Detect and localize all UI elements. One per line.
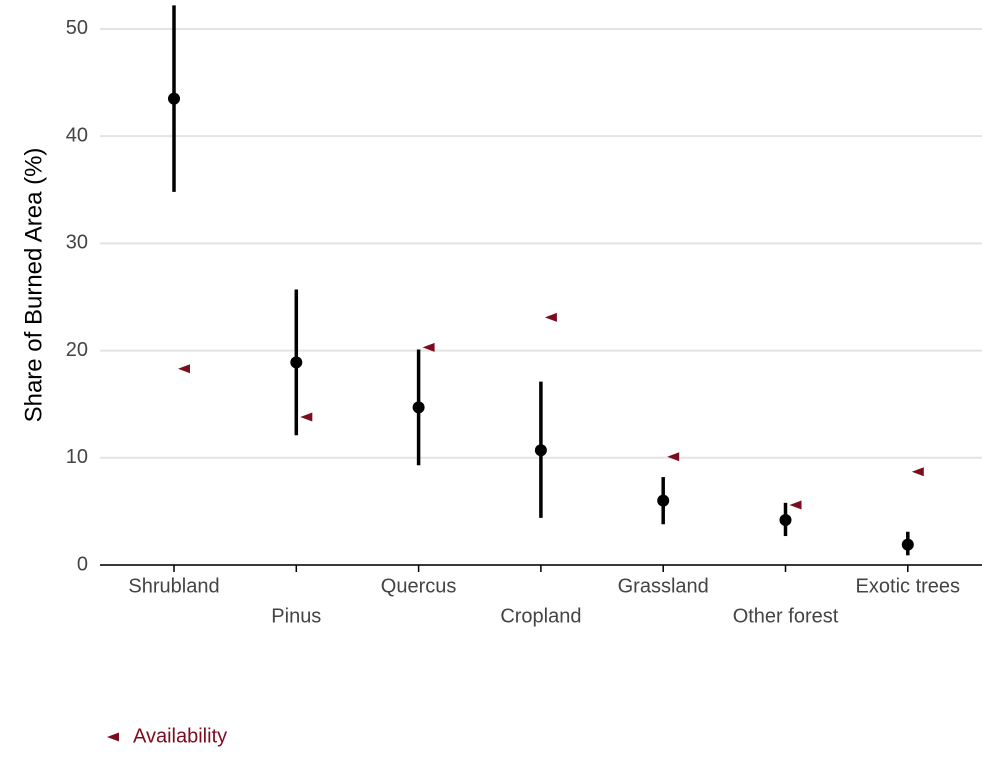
x-tick-label: Quercus bbox=[381, 575, 457, 597]
x-tick-label: Grassland bbox=[618, 575, 709, 597]
availability-marker bbox=[667, 452, 680, 462]
availability-marker bbox=[422, 342, 435, 352]
y-tick-label: 30 bbox=[66, 232, 88, 254]
x-tick-label: Cropland bbox=[500, 605, 581, 627]
point bbox=[290, 356, 303, 369]
y-axis-label: Share of Burned Area (%) bbox=[20, 148, 47, 423]
availability-marker bbox=[178, 364, 190, 374]
point bbox=[657, 494, 670, 507]
y-tick-label: 0 bbox=[77, 553, 88, 575]
x-tick-label: Other forest bbox=[733, 605, 839, 627]
y-tick-label: 50 bbox=[66, 17, 88, 39]
x-tick-label: Shrubland bbox=[128, 575, 219, 597]
point bbox=[779, 513, 792, 526]
y-tick-label: 20 bbox=[66, 339, 88, 361]
availability-marker bbox=[300, 412, 313, 422]
y-tick-label: 10 bbox=[66, 446, 88, 468]
legend-marker bbox=[107, 732, 119, 742]
x-tick-label: Exotic trees bbox=[856, 575, 960, 597]
point bbox=[168, 92, 180, 105]
x-tick-label: Pinus bbox=[271, 605, 321, 627]
point bbox=[534, 444, 547, 457]
y-tick-label: 40 bbox=[66, 124, 88, 146]
availability-marker bbox=[911, 467, 924, 477]
point bbox=[412, 401, 425, 414]
point bbox=[901, 538, 914, 551]
availability-marker bbox=[789, 500, 802, 510]
availability-marker bbox=[544, 312, 557, 322]
legend-label: Availability bbox=[133, 725, 227, 747]
